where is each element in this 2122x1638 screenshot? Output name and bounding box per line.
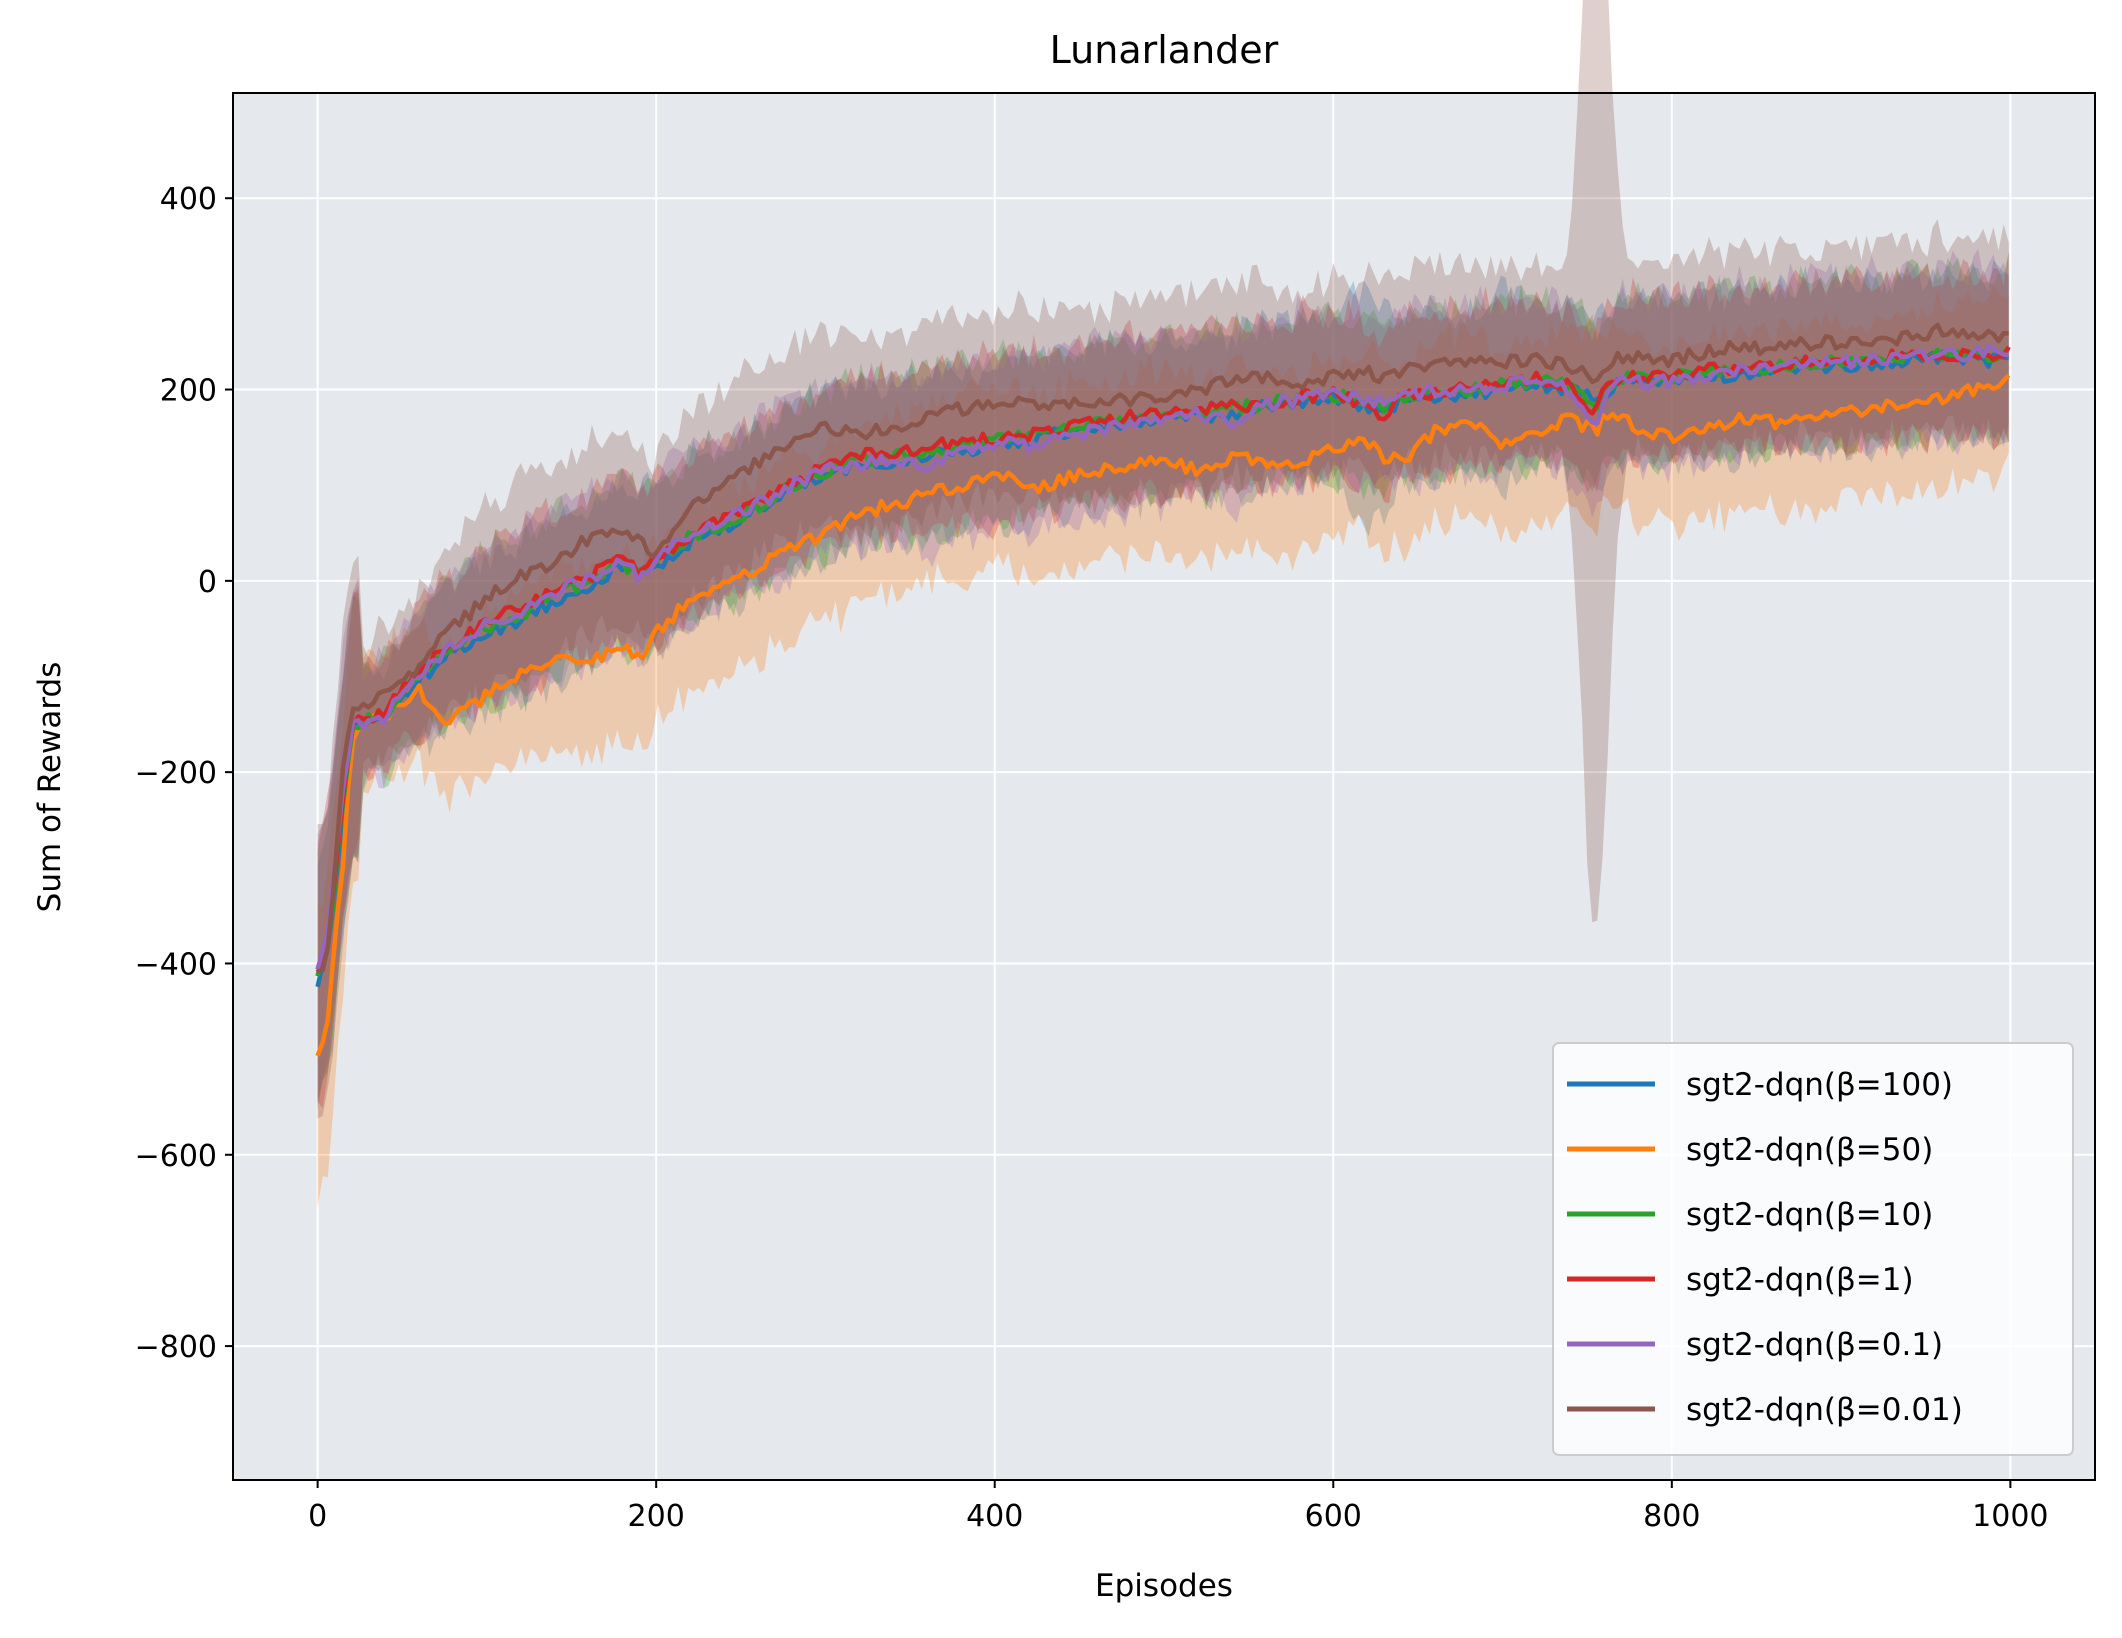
series-line: [315, 373, 2011, 1057]
series-line: [315, 343, 2009, 970]
chart-title: Lunarlander: [1050, 28, 1279, 72]
confidence-band: [317, 248, 2009, 1105]
confidence-band: [317, 260, 2009, 1110]
y-tick-label: 400: [160, 182, 217, 217]
y-axis-ticks: −800 −600 −400 −200 0 200 400: [135, 182, 233, 1365]
x-tick-label: 800: [1643, 1499, 1700, 1534]
confidence-band: [317, 252, 2009, 1101]
plot-frame: [232, 92, 2096, 1481]
y-axis-label: Sum of Rewards: [32, 662, 68, 913]
y-tick-label: −800: [135, 1330, 217, 1365]
x-tick-label: 200: [628, 1499, 685, 1534]
y-tick-label: −400: [135, 947, 217, 982]
series-line: [316, 322, 2009, 974]
legend-label: sgt2-dqn(β=0.1): [1686, 1327, 1943, 1363]
legend-label: sgt2-dqn(β=1): [1686, 1262, 1914, 1298]
legend-label: sgt2-dqn(β=10): [1686, 1197, 1933, 1233]
x-axis-label: Episodes: [1095, 1568, 1233, 1604]
x-tick-label: 400: [966, 1499, 1023, 1534]
legend: sgt2-dqn(β=100) sgt2-dqn(β=50) sgt2-dqn(β=…: [1552, 1042, 2074, 1456]
series-lines: [315, 322, 2011, 1057]
y-tick-label: 200: [160, 374, 217, 409]
grid: [233, 93, 2095, 1480]
y-tick-label: −600: [135, 1139, 217, 1174]
confidence-band: [317, 0, 2009, 1119]
legend-box: [1552, 1042, 2074, 1456]
x-tick-label: 1000: [1972, 1499, 2048, 1534]
x-tick-label: 0: [308, 1499, 327, 1534]
legend-label: sgt2-dqn(β=0.01): [1686, 1392, 1963, 1428]
x-axis-ticks: 0 200 400 600 800 1000: [308, 1480, 2049, 1534]
x-tick-label: 600: [1305, 1499, 1362, 1534]
legend-label: sgt2-dqn(β=100): [1686, 1067, 1953, 1103]
legend-label: sgt2-dqn(β=50): [1686, 1132, 1933, 1168]
confidence-band: [317, 251, 2009, 1109]
y-tick-label: 0: [198, 565, 217, 600]
y-tick-label: −200: [135, 756, 217, 791]
